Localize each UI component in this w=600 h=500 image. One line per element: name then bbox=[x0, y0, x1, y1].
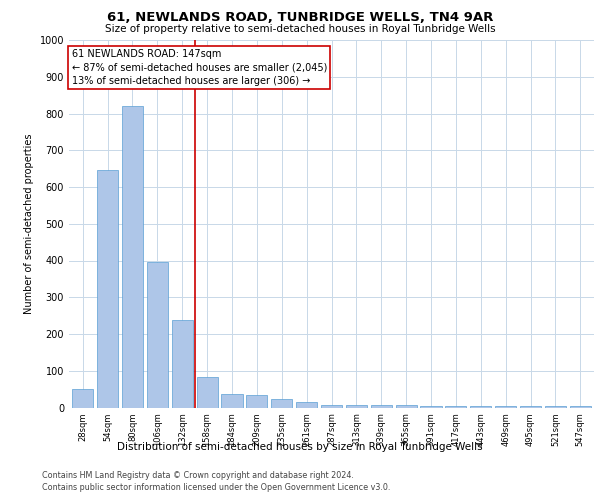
Bar bbox=[445, 406, 466, 407]
Bar bbox=[296, 402, 317, 407]
Bar bbox=[122, 106, 143, 408]
Text: 61, NEWLANDS ROAD, TUNBRIDGE WELLS, TN4 9AR: 61, NEWLANDS ROAD, TUNBRIDGE WELLS, TN4 … bbox=[107, 11, 493, 24]
Bar bbox=[97, 170, 118, 408]
Bar bbox=[495, 406, 516, 407]
Bar bbox=[346, 404, 367, 407]
Text: Size of property relative to semi-detached houses in Royal Tunbridge Wells: Size of property relative to semi-detach… bbox=[104, 24, 496, 34]
Bar bbox=[172, 320, 193, 408]
Y-axis label: Number of semi-detached properties: Number of semi-detached properties bbox=[24, 134, 34, 314]
Text: Contains public sector information licensed under the Open Government Licence v3: Contains public sector information licen… bbox=[42, 484, 391, 492]
Bar bbox=[520, 406, 541, 407]
Bar bbox=[271, 400, 292, 407]
Bar bbox=[72, 389, 93, 407]
Bar bbox=[221, 394, 242, 407]
Bar bbox=[321, 404, 342, 407]
Bar bbox=[570, 406, 591, 407]
Bar bbox=[147, 262, 168, 408]
Bar bbox=[197, 378, 218, 408]
Bar bbox=[395, 404, 417, 407]
Text: Distribution of semi-detached houses by size in Royal Tunbridge Wells: Distribution of semi-detached houses by … bbox=[117, 442, 483, 452]
Bar bbox=[545, 406, 566, 407]
Bar bbox=[470, 406, 491, 407]
Bar bbox=[371, 404, 392, 407]
Text: 61 NEWLANDS ROAD: 147sqm
← 87% of semi-detached houses are smaller (2,045)
13% o: 61 NEWLANDS ROAD: 147sqm ← 87% of semi-d… bbox=[71, 49, 327, 86]
Bar bbox=[246, 396, 268, 407]
Text: Contains HM Land Registry data © Crown copyright and database right 2024.: Contains HM Land Registry data © Crown c… bbox=[42, 471, 354, 480]
Bar bbox=[421, 406, 442, 407]
